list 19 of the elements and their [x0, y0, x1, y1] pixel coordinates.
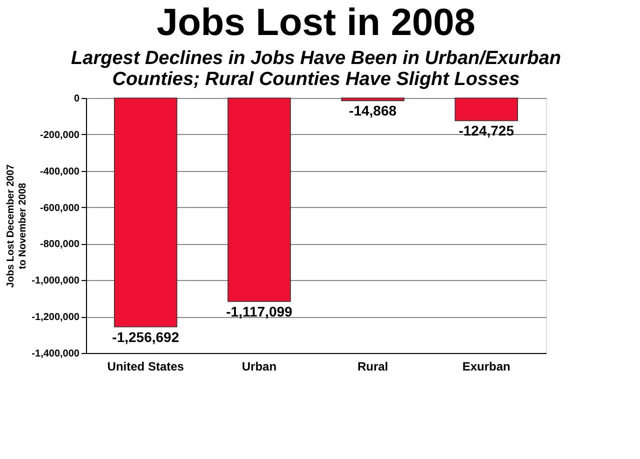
x-tick-label: United States [107, 360, 184, 374]
y-tick-label: -200,000 [40, 130, 80, 141]
data-label: -124,725 [458, 122, 514, 139]
data-label: -14,868 [349, 102, 397, 119]
y-tick-label: -1,400,000 [32, 348, 80, 360]
y-axis-title: Jobs Lost December 2007 to November 2008 [6, 164, 29, 288]
y-tick-label: -400,000 [40, 166, 80, 178]
x-tick-label: Urban [242, 360, 277, 374]
y-tick-label: -600,000 [40, 202, 80, 214]
x-tick-label: Rural [357, 360, 388, 374]
data-label: -1,117,099 [226, 303, 293, 320]
data-label: -1,256,692 [112, 328, 180, 345]
y-tick-label: -1,000,000 [32, 276, 80, 287]
y-tick-label: -1,200,000 [32, 312, 80, 324]
x-tick-label: Exurban [462, 360, 510, 374]
chart-title: Jobs Lost in 2008 [156, 2, 476, 44]
chart-subtitle: Largest Declines in Jobs Have Been in Urban/Exurban Counties; Rural Counties Have Slight Losses [71, 48, 561, 90]
y-tick-label: 0 [74, 94, 80, 104]
y-tick-label: -800,000 [40, 239, 80, 250]
